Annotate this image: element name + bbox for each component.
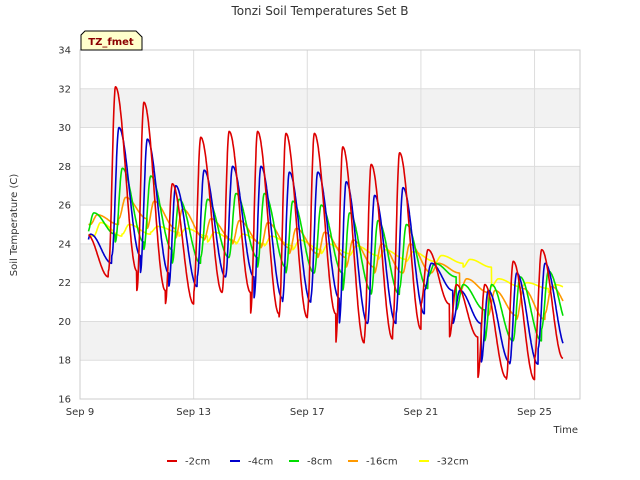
y-tick-label: 30 (58, 123, 71, 134)
y-tick-label: 20 (58, 317, 71, 328)
x-tick-label: Sep 21 (404, 407, 439, 418)
legend-item: -4cm (230, 457, 273, 468)
y-tick-label: 22 (58, 278, 71, 289)
legend-label: -2cm (185, 457, 210, 468)
y-tick-label: 32 (58, 84, 71, 95)
y-tick-label: 26 (58, 201, 71, 212)
legend-label: -16cm (366, 457, 398, 468)
legend: -2cm -4cm -8cm -16cm -32cm (167, 457, 469, 468)
y-axis-label: Soil Temperature (C) (9, 174, 20, 277)
legend-item: -8cm (289, 457, 332, 468)
x-tick-label: Sep 17 (290, 407, 325, 418)
x-axis-label: Time (553, 425, 578, 436)
legend-item: -16cm (348, 457, 398, 468)
plot-area (80, 50, 580, 399)
legend-item: -32cm (419, 457, 469, 468)
y-tick-label: 18 (58, 356, 71, 367)
legend-item: -2cm (167, 457, 210, 468)
chart-title: Tonzi Soil Temperatures Set B (231, 4, 409, 18)
legend-label: -4cm (248, 457, 273, 468)
grid-band (80, 88, 580, 128)
y-axis-ticks: 16 18 20 22 24 26 28 30 32 34 (58, 46, 71, 406)
y-tick-label: 24 (58, 239, 71, 250)
series-line-32cmcm (88, 221, 564, 294)
x-tick-label: Sep 13 (176, 407, 211, 418)
plot-border (79, 49, 581, 400)
x-tick-label: Sep 9 (66, 407, 94, 418)
series-line-2cmcm (88, 86, 564, 381)
x-axis-ticks: Sep 9 Sep 13 Sep 17 Sep 21 Sep 25 (66, 407, 552, 418)
site-badge: TZ_fmet (80, 30, 143, 51)
x-tick-label: Sep 25 (517, 407, 552, 418)
legend-label: -32cm (437, 457, 469, 468)
site-badge-label: TZ_fmet (88, 37, 134, 48)
legend-label: -8cm (307, 457, 332, 468)
series-layer (87, 86, 564, 381)
y-tick-label: 16 (58, 395, 71, 406)
y-tick-label: 34 (58, 46, 71, 57)
plot-frame (79, 49, 581, 400)
y-tick-label: 28 (58, 162, 71, 173)
grid-band (80, 166, 580, 206)
site-badge-box (80, 30, 143, 51)
